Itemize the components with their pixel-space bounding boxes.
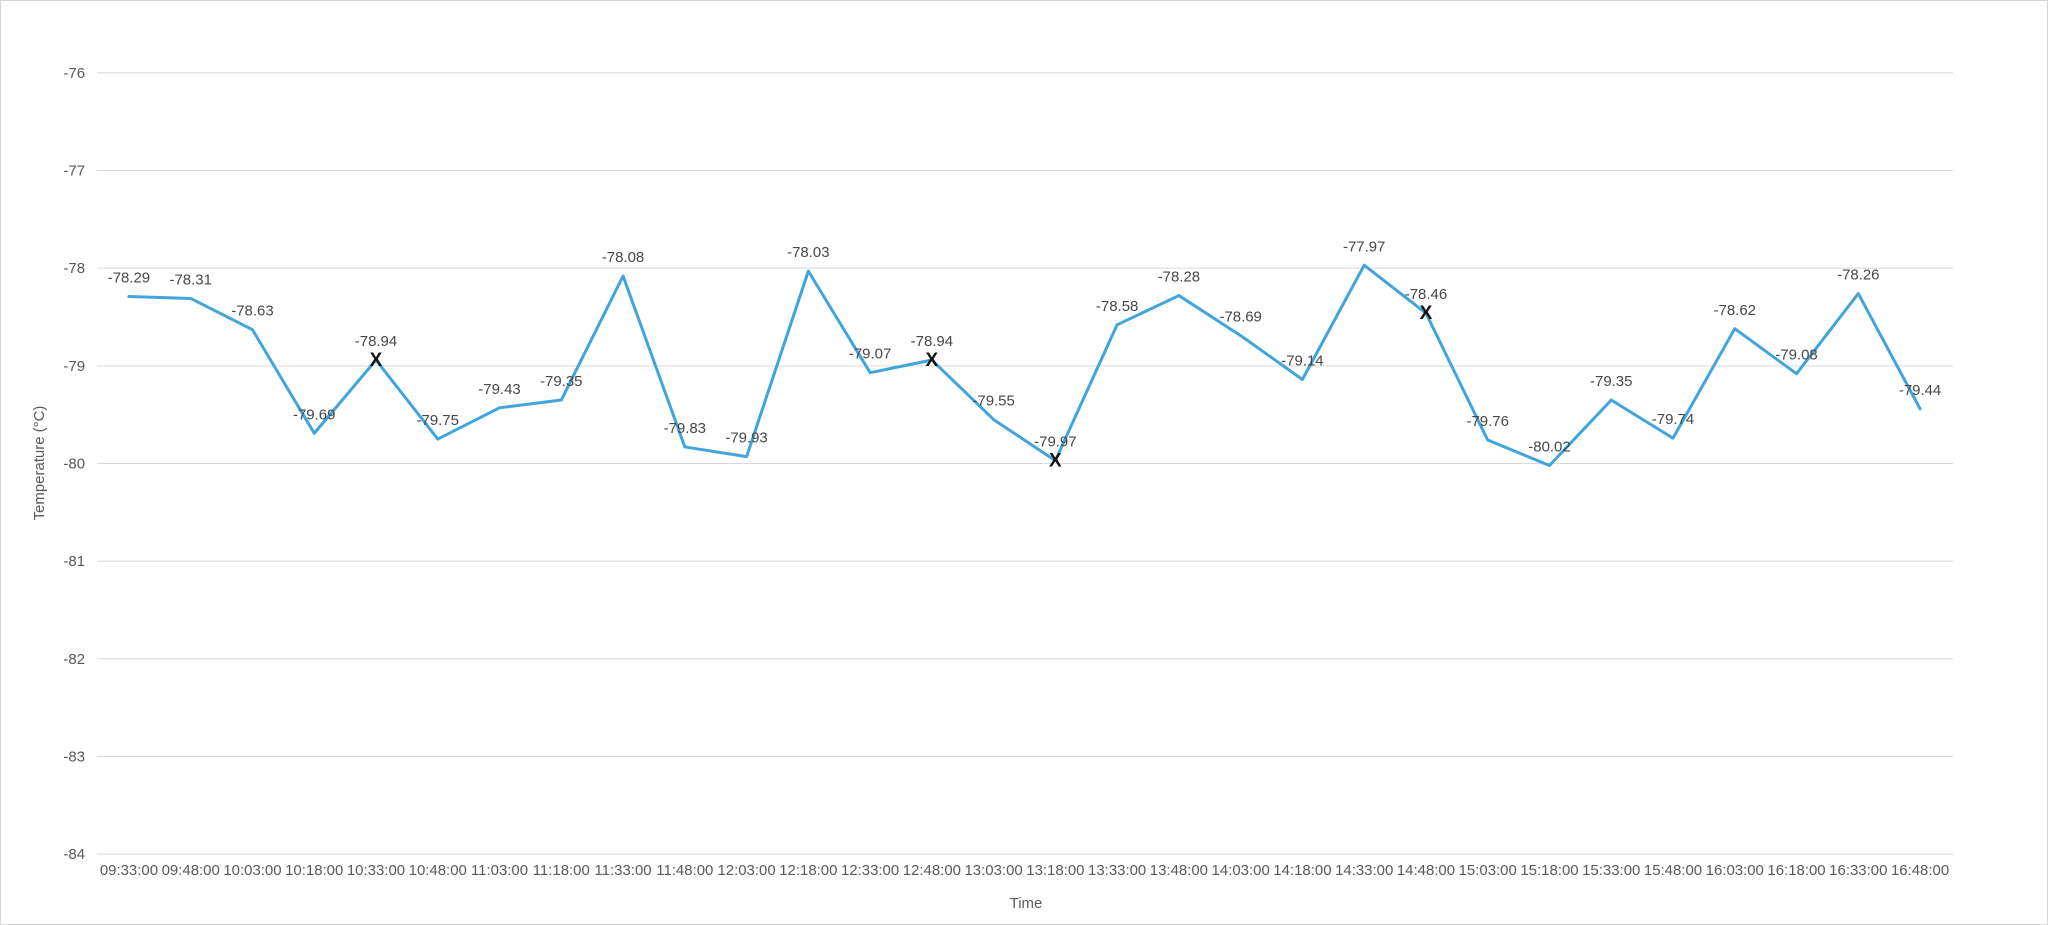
x-tick-label: 15:18:00	[1520, 862, 1578, 879]
y-tick-label: -78	[63, 260, 85, 277]
x-tick-label: 14:48:00	[1397, 862, 1455, 879]
data-label: -78.58	[1096, 298, 1138, 315]
data-label: -79.69	[293, 406, 335, 423]
data-label: -80.02	[1528, 438, 1570, 455]
x-marker-icon: X	[926, 350, 939, 371]
x-tick-label: 10:48:00	[409, 862, 467, 879]
x-tick-label: 14:03:00	[1212, 862, 1270, 879]
x-tick-label: 11:03:00	[471, 862, 528, 879]
x-tick-label: 12:33:00	[841, 862, 899, 879]
x-tick-label: 14:18:00	[1273, 862, 1331, 879]
data-label: -79.75	[417, 412, 459, 429]
x-axis-title: Time	[1010, 895, 1043, 912]
data-label: -79.55	[972, 393, 1014, 410]
data-label: -79.44	[1899, 382, 1941, 399]
x-marker-icon: X	[370, 350, 383, 371]
x-tick-label: 15:33:00	[1582, 862, 1640, 879]
x-tick-label: 12:18:00	[779, 862, 837, 879]
temperature-line-series	[127, 263, 1922, 467]
y-tick-label: -77	[63, 162, 85, 179]
x-tick-label: 11:33:00	[594, 862, 651, 879]
x-tick-label: 10:18:00	[285, 862, 343, 879]
x-tick-label: 13:18:00	[1026, 862, 1084, 879]
data-label: -79.74	[1652, 411, 1694, 428]
data-label: -79.35	[540, 373, 582, 390]
data-label: -79.93	[725, 430, 767, 447]
x-marker-icon: X	[1049, 451, 1062, 472]
data-label: -79.76	[1467, 413, 1509, 430]
x-tick-label: 13:48:00	[1150, 862, 1208, 879]
data-label: -79.07	[849, 346, 891, 363]
x-tick-label: 16:48:00	[1891, 862, 1949, 879]
x-tick-label: 13:03:00	[965, 862, 1023, 879]
data-label: -78.94	[911, 333, 953, 350]
y-tick-label: -84	[63, 846, 85, 863]
data-labels: -78.29 -78.31 -78.63 -79.69 -78.94 -79.75 -79.…	[108, 238, 1942, 455]
y-tick-label: -82	[63, 651, 85, 668]
x-tick-label: 16:03:00	[1706, 862, 1764, 879]
data-label: -79.97	[1034, 434, 1076, 451]
x-tick-label: 16:18:00	[1767, 862, 1825, 879]
data-label: -78.08	[602, 249, 644, 266]
x-tick-label: 09:33:00	[100, 862, 158, 879]
x-tick-label: 12:03:00	[717, 862, 775, 879]
gridlines	[97, 72, 1953, 855]
data-label: -78.26	[1837, 267, 1879, 284]
x-tick-label: 09:48:00	[162, 862, 220, 879]
data-label: -78.31	[169, 271, 211, 288]
data-label: -78.03	[787, 244, 829, 261]
x-markers: X X X X	[370, 303, 1433, 471]
x-tick-label: 16:33:00	[1829, 862, 1887, 879]
y-tick-label: -79	[63, 358, 85, 375]
data-label: -78.62	[1714, 302, 1756, 319]
y-tick-label: -83	[63, 748, 85, 765]
data-label: -78.63	[231, 303, 273, 320]
x-tick-label: 14:33:00	[1335, 862, 1393, 879]
y-tick-label: -76	[63, 65, 85, 82]
y-axis-tick-labels: -76 -77 -78 -79 -80 -81 -82 -83 -84	[63, 65, 85, 863]
data-label: -79.14	[1281, 353, 1323, 370]
data-label: -78.46	[1405, 286, 1447, 303]
x-tick-label: 13:33:00	[1088, 862, 1146, 879]
data-label: -78.28	[1158, 269, 1200, 286]
x-tick-label: 10:03:00	[223, 862, 281, 879]
y-tick-label: -80	[63, 455, 85, 472]
series	[127, 263, 1922, 467]
x-tick-label: 10:33:00	[347, 862, 405, 879]
data-label: -79.08	[1775, 347, 1817, 364]
x-tick-label: 15:48:00	[1644, 862, 1702, 879]
x-tick-label: 11:18:00	[533, 862, 590, 879]
x-tick-label: 12:48:00	[903, 862, 961, 879]
x-tick-label: 15:03:00	[1459, 862, 1517, 879]
y-tick-label: -81	[63, 553, 85, 570]
data-label: -78.29	[108, 270, 150, 287]
data-label: -78.69	[1219, 309, 1261, 326]
data-label: -77.97	[1343, 238, 1385, 255]
x-marker-icon: X	[1420, 303, 1433, 324]
y-axis-title: Temperature (°C)	[31, 406, 48, 521]
data-label: -78.94	[355, 333, 397, 350]
data-label: -79.35	[1590, 373, 1632, 390]
data-label: -79.83	[664, 420, 706, 437]
data-label: -79.43	[478, 381, 520, 398]
x-tick-label: 11:48:00	[656, 862, 713, 879]
x-axis-tick-labels: 09:33:00 09:48:00 10:03:00 10:18:00 10:33:00…	[100, 862, 1949, 879]
